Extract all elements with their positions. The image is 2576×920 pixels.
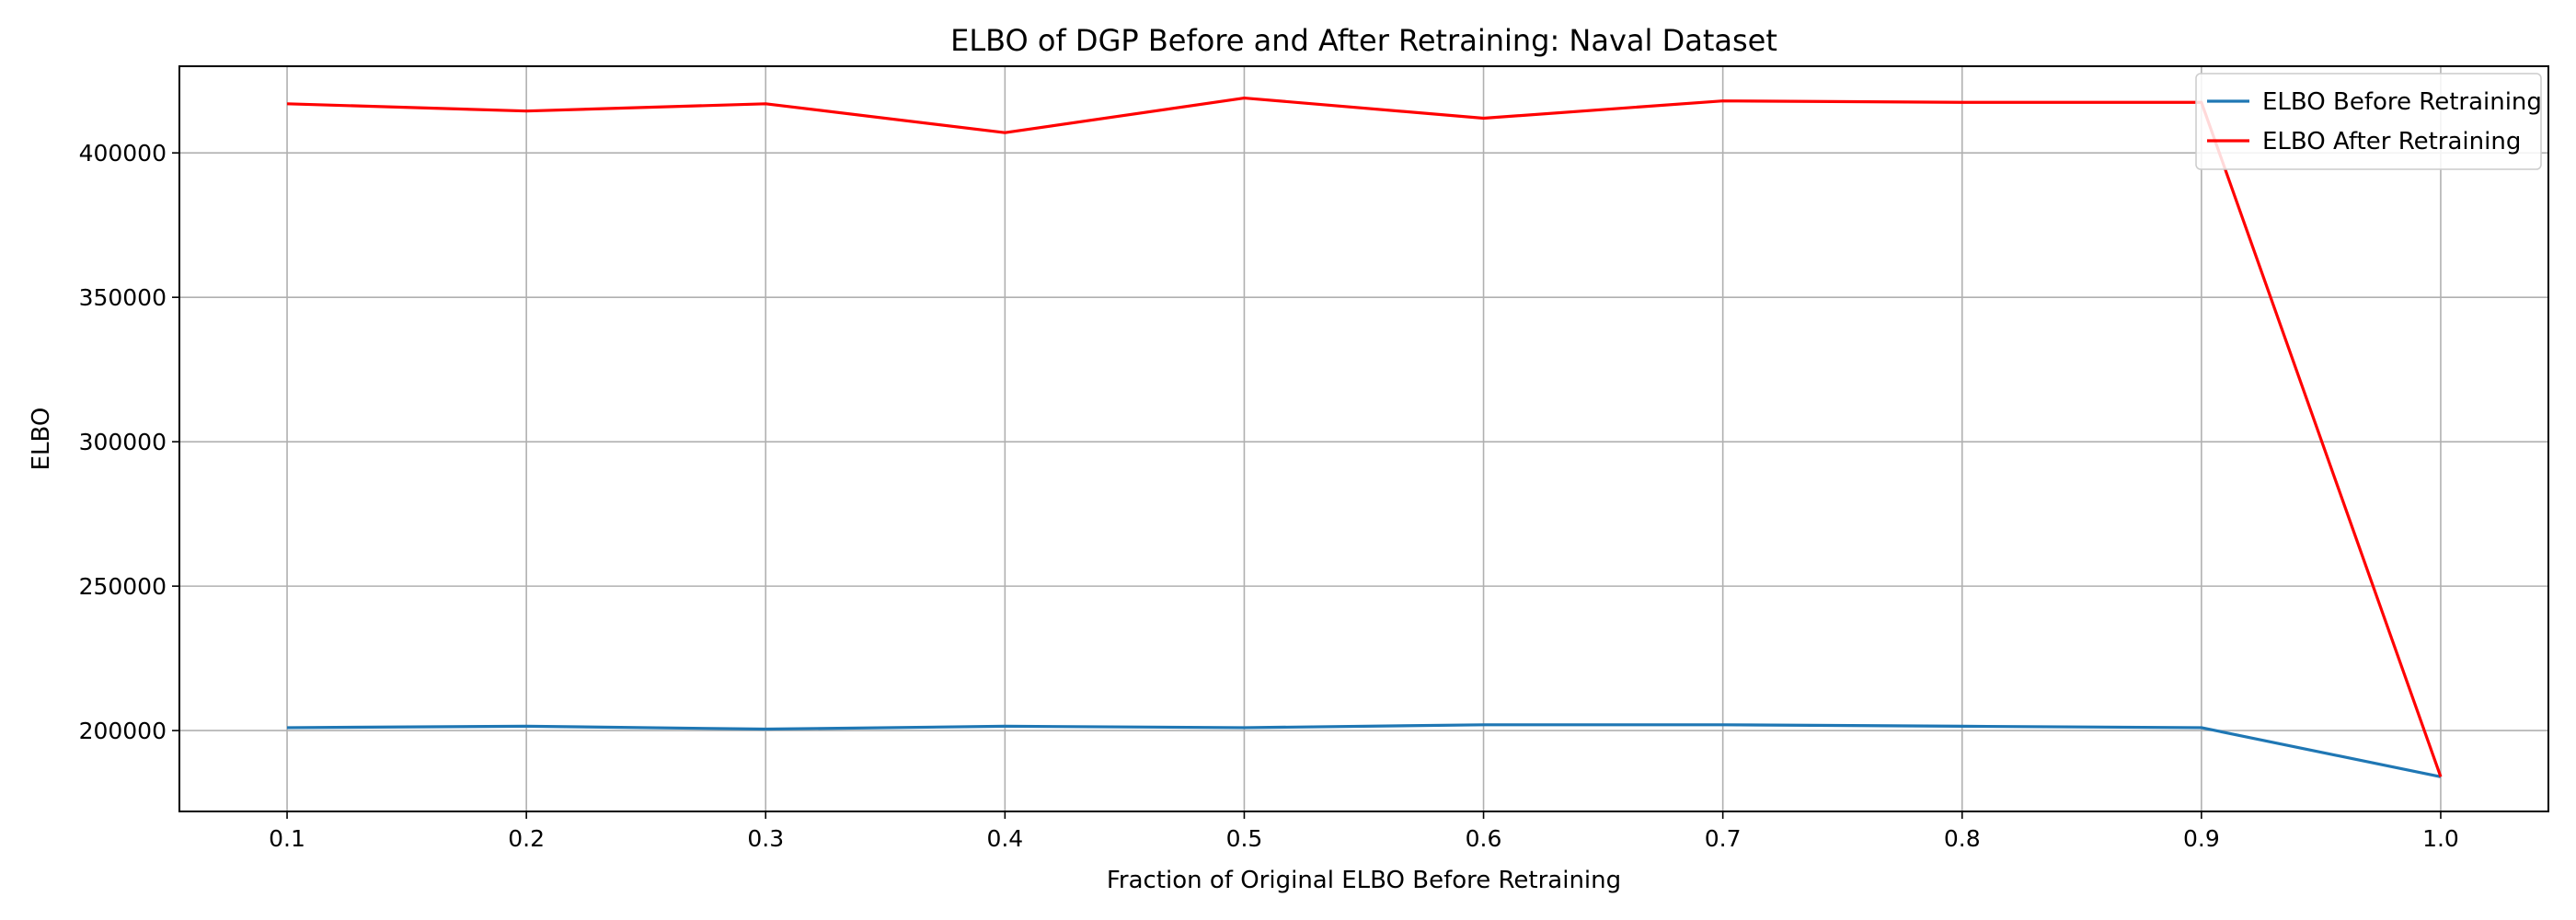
y-tick-label: 350000	[79, 284, 167, 311]
x-tick-label: 0.6	[1466, 825, 1502, 852]
x-axis-label: Fraction of Original ELBO Before Retrain…	[1107, 867, 1621, 894]
y-tick-label: 200000	[79, 718, 167, 744]
plot-frame	[178, 65, 2549, 812]
x-tick-label: 0.1	[269, 825, 305, 852]
legend-box	[2195, 73, 2542, 170]
series-line-2	[286, 96, 2443, 777]
x-tick-label: 0.3	[747, 825, 784, 852]
grid	[179, 66, 2548, 811]
legend-label-1: ELBO Before Retraining	[2262, 88, 2542, 116]
x-tick-label: 0.4	[986, 825, 1023, 852]
legend-label-2: ELBO After Retraining	[2262, 128, 2521, 155]
x-tick-label: 1.0	[2422, 825, 2459, 852]
legend: ELBO Before Retraining ELBO After Retrain…	[2195, 73, 2542, 170]
x-tick-label: 0.5	[1226, 825, 1263, 852]
y-tick-label: 250000	[79, 573, 167, 600]
x-tick-label: 0.7	[1705, 825, 1742, 852]
chart-title: ELBO of DGP Before and After Retraining:…	[950, 23, 1777, 58]
axis-ticks: 0.1 0.2 0.3 0.4 0.5 0.6 0.7 0.8 0.9 1.0 200000 2500…	[79, 140, 2459, 852]
x-tick-label: 0.8	[1944, 825, 1981, 852]
x-tick-label: 0.2	[508, 825, 545, 852]
series-layer	[286, 96, 2443, 778]
x-tick-label: 0.9	[2183, 825, 2220, 852]
y-tick-label: 400000	[79, 140, 167, 167]
y-tick-label: 300000	[79, 429, 167, 455]
series-line-1	[287, 723, 2442, 778]
y-axis-label: ELBO	[28, 408, 55, 471]
